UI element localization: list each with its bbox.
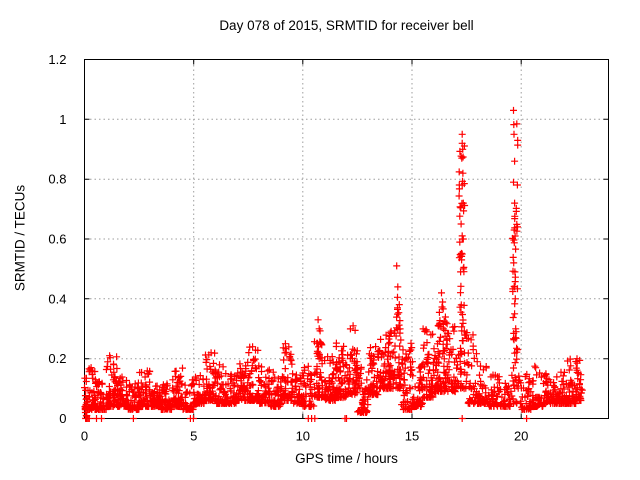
chart-title: Day 078 of 2015, SRMTID for receiver bel… [219, 18, 474, 33]
y-tick-label: 0.8 [48, 172, 66, 187]
y-tick-label: 0.6 [48, 232, 66, 247]
x-tick-label: 5 [190, 429, 197, 444]
x-axis-label: GPS time / hours [295, 451, 398, 466]
grid-lines [85, 60, 608, 418]
y-tick-label: 0.2 [48, 351, 66, 366]
y-tick-label: 0 [59, 411, 66, 426]
x-tick-label: 20 [514, 429, 528, 444]
x-tick-label: 0 [81, 429, 88, 444]
x-tick-label: 10 [296, 429, 310, 444]
x-tick-label: 15 [405, 429, 419, 444]
y-tick-label: 1 [59, 112, 66, 127]
data-points [81, 106, 586, 422]
y-tick-label: 0.4 [48, 291, 66, 306]
y-tick-label: 1.2 [48, 52, 66, 67]
